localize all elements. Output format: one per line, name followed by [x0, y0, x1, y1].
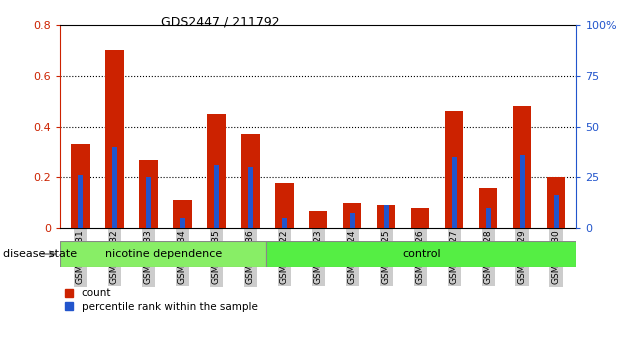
Bar [77, 175, 83, 228]
Bar [486, 208, 491, 228]
Bar [112, 147, 117, 228]
Bar [207, 114, 226, 228]
Bar [479, 188, 498, 228]
Bar [343, 203, 362, 228]
Bar [282, 218, 287, 228]
Bar [350, 213, 355, 228]
Bar [248, 167, 253, 228]
Bar [513, 106, 532, 228]
FancyBboxPatch shape [60, 241, 266, 267]
Bar [214, 165, 219, 228]
Bar [309, 211, 328, 228]
Bar [411, 208, 430, 228]
Bar [71, 144, 89, 228]
Text: GDS2447 / 211792: GDS2447 / 211792 [161, 16, 280, 29]
Bar [275, 183, 294, 228]
Bar [173, 200, 192, 228]
Bar [384, 205, 389, 228]
Bar [180, 218, 185, 228]
Bar [452, 157, 457, 228]
Bar [547, 177, 565, 228]
Text: disease state: disease state [3, 249, 77, 259]
Bar [554, 195, 559, 228]
Text: control: control [402, 249, 441, 259]
FancyBboxPatch shape [266, 241, 576, 267]
Bar [520, 155, 525, 228]
Text: nicotine dependence: nicotine dependence [105, 249, 222, 259]
Bar [139, 160, 158, 228]
Legend: count, percentile rank within the sample: count, percentile rank within the sample [65, 289, 258, 312]
Bar [445, 111, 464, 228]
Bar [241, 134, 260, 228]
Bar [105, 50, 123, 228]
Bar [146, 177, 151, 228]
Bar [377, 205, 396, 228]
